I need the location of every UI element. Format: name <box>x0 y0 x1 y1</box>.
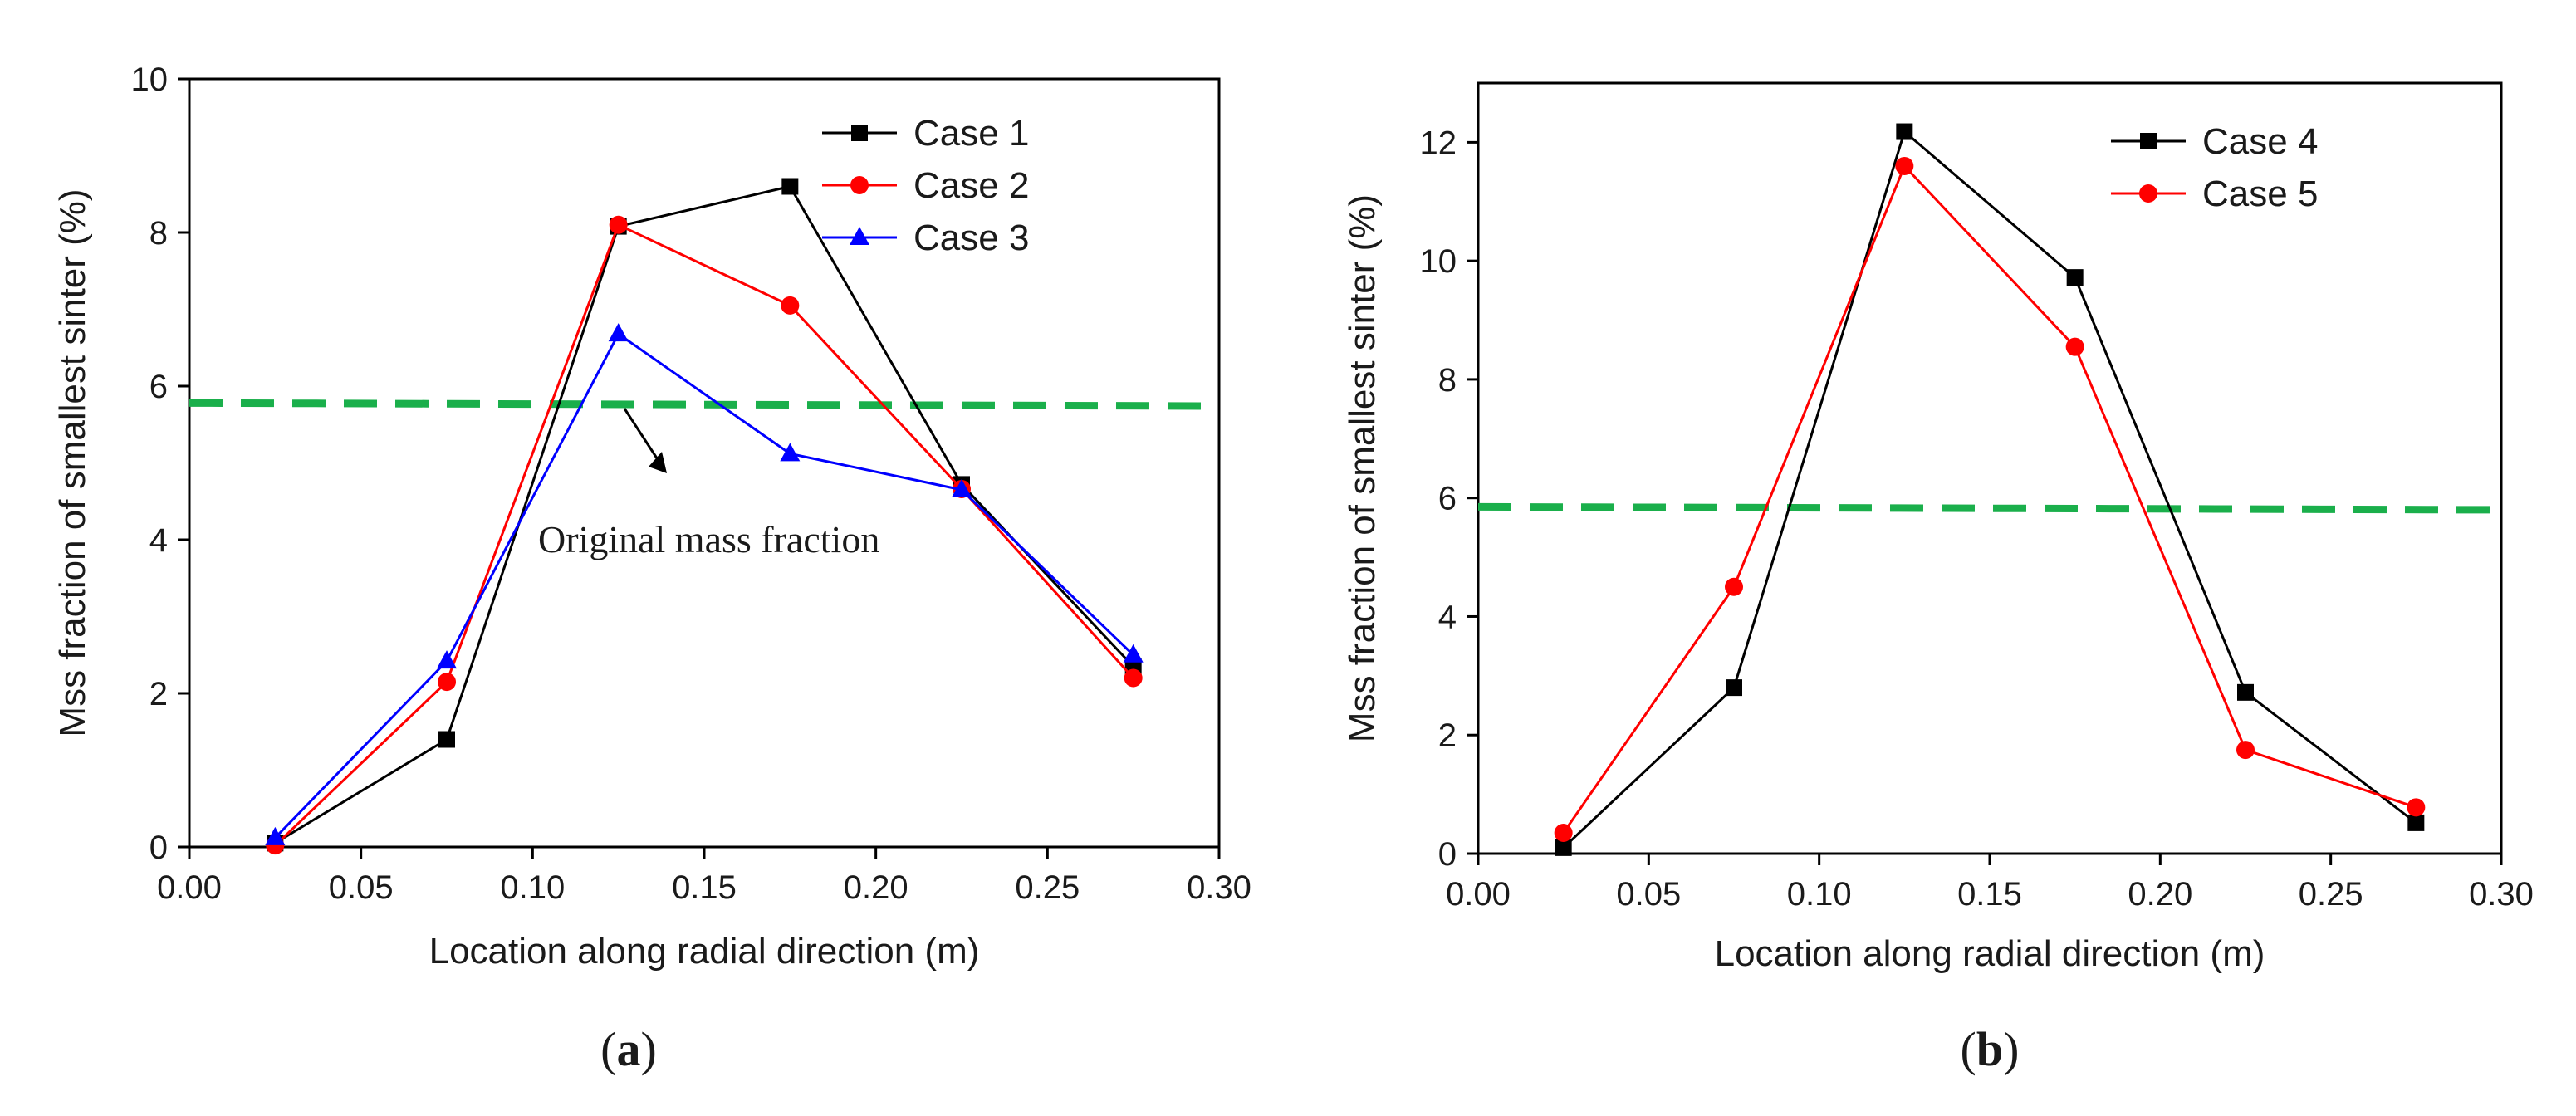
series-case-2 <box>266 215 1143 855</box>
x-tick-label: 0.30 <box>1187 869 1251 906</box>
data-point <box>1124 668 1143 688</box>
annotation-text: Original mass fraction <box>538 518 879 560</box>
x-axis-title: Location along radial direction (m) <box>429 931 980 972</box>
x-tick-label: 0.00 <box>1446 876 1511 913</box>
series-line <box>274 331 1134 839</box>
series-line <box>1562 164 2417 834</box>
data-point <box>438 731 455 748</box>
y-tick-label: 0 <box>149 830 168 866</box>
y-tick-label: 6 <box>1438 481 1457 517</box>
data-point <box>1726 679 1742 697</box>
y-tick-label: 8 <box>149 215 168 252</box>
x-tick-label: 0.10 <box>500 869 565 906</box>
data-point <box>2407 798 2426 817</box>
data-point <box>1555 839 1572 856</box>
x-tick-label: 0.20 <box>844 869 908 906</box>
x-tick-label: 0.15 <box>1957 876 2022 913</box>
y-tick-label: 4 <box>149 522 168 559</box>
x-tick-label: 0.05 <box>329 869 394 906</box>
x-tick-label: 0.20 <box>2128 876 2192 913</box>
legend-label: Case 1 <box>913 113 1029 154</box>
legend-marker <box>851 125 868 141</box>
legend-label: Case 4 <box>2202 121 2318 162</box>
series-case-4 <box>1555 123 2425 856</box>
plot-frame <box>1477 81 2503 855</box>
x-tick-label: 0.25 <box>2299 876 2363 913</box>
y-axis-title: Mss fraction of smallest sinter (%) <box>52 188 93 737</box>
chart-panel-b: 0.00 0.05 0.10 0.15 0.20 0.25 0.30 0 2 4 6 8 10 12 Loc… <box>1342 81 2534 1076</box>
x-axis-title: Location along radial direction (m) <box>1715 933 2265 974</box>
caption-letter: a <box>617 1022 641 1076</box>
x-tick-label: 0.00 <box>157 869 222 906</box>
y-tick-label: 0 <box>1438 836 1457 873</box>
chart-panel-a: 0.00 0.05 0.10 0.15 0.20 0.25 0.30 0 2 4 6 8 10 Locat… <box>52 61 1251 1076</box>
y-tick-label: 6 <box>149 369 168 405</box>
data-point <box>2066 269 2084 286</box>
data-point <box>952 478 972 497</box>
data-point <box>438 673 456 692</box>
reference-line <box>189 399 1220 410</box>
x-tick-label: 0.10 <box>1787 876 1852 913</box>
y-tick-label: 10 <box>1420 243 1457 280</box>
data-point <box>781 178 799 195</box>
legend-marker <box>850 227 869 245</box>
data-point <box>609 215 628 234</box>
data-point <box>1896 123 1913 140</box>
annotation-arrow-head <box>649 452 667 473</box>
annotation-arrow-line <box>623 408 662 464</box>
y-tick-label: 2 <box>149 676 168 712</box>
x-tick-label: 0.30 <box>2469 876 2534 913</box>
series-case-1 <box>267 178 1142 852</box>
x-tick-label: 0.05 <box>1616 876 1681 913</box>
caption-letter: b <box>1976 1022 2003 1076</box>
reference-line <box>1477 502 2502 514</box>
data-point <box>1123 644 1144 663</box>
y-tick-label: 10 <box>131 61 169 98</box>
data-point <box>1554 824 1573 843</box>
x-tick-label: 0.15 <box>672 869 737 906</box>
data-point <box>781 296 800 315</box>
y-tick-label: 12 <box>1420 125 1457 161</box>
sub-figure-caption: (a) <box>600 1022 657 1076</box>
series-line <box>1562 129 2417 849</box>
legend-marker <box>850 176 869 194</box>
legend-label: Case 3 <box>913 218 1029 258</box>
legend-marker <box>2140 133 2157 149</box>
series-line <box>274 184 1134 844</box>
data-point <box>437 650 457 669</box>
data-point <box>265 826 286 845</box>
data-point <box>608 323 629 342</box>
y-tick-label: 8 <box>1438 362 1457 399</box>
data-point <box>1725 577 1743 596</box>
data-point <box>1895 156 1914 175</box>
y-tick-label: 4 <box>1438 599 1457 635</box>
legend-label: Case 2 <box>913 165 1029 206</box>
series-line <box>274 223 1134 847</box>
x-tick-label: 0.25 <box>1015 869 1080 906</box>
data-point <box>2237 683 2254 701</box>
data-point <box>2407 814 2425 831</box>
data-point <box>780 443 801 462</box>
series-case-3 <box>265 323 1144 845</box>
legend-marker <box>2139 184 2157 203</box>
data-point <box>2236 741 2255 760</box>
y-axis-title: Mss fraction of smallest sinter (%) <box>1342 194 1383 742</box>
y-tick-label: 2 <box>1438 717 1457 754</box>
data-point <box>2065 337 2084 356</box>
sub-figure-caption: (b) <box>1961 1022 2020 1076</box>
series-case-5 <box>1554 156 2426 843</box>
legend-label: Case 5 <box>2202 174 2318 214</box>
plot-frame <box>188 77 1221 849</box>
